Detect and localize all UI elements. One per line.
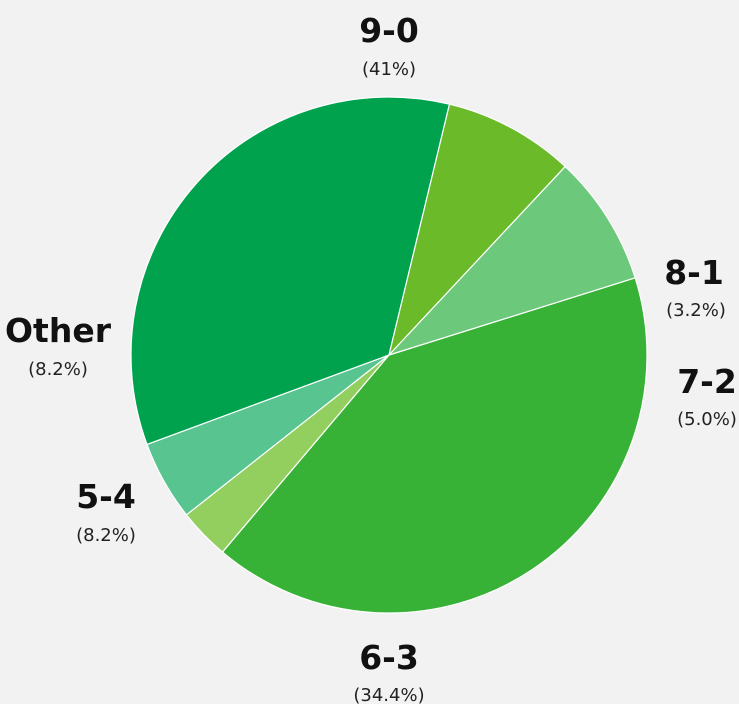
- pie-slice-5-4: [388, 103, 566, 356]
- slice-percent-label: (34.4%): [353, 685, 424, 704]
- pie-slice-9-0: [221, 277, 648, 614]
- slice-percent-label: (8.2%): [76, 525, 136, 546]
- slice-percent-label: (41%): [362, 59, 416, 80]
- slice-label: Other: [5, 311, 112, 350]
- pie-slice-other: [388, 165, 636, 356]
- slice-percent-label: (8.2%): [28, 359, 88, 380]
- slice-label: 8-1: [664, 253, 724, 292]
- slice-label: 9-0: [359, 11, 419, 50]
- slice-label: 6-3: [359, 638, 419, 677]
- pie-slice-6-3: [130, 96, 451, 446]
- slice-label: 5-4: [76, 477, 136, 516]
- slice-percent-label: (5.0%): [677, 409, 737, 430]
- slice-percent-label: (3.2%): [666, 300, 726, 321]
- pie-slices: [130, 96, 648, 614]
- slice-label: 7-2: [677, 362, 737, 401]
- pie-labels: 9-0 (41%) 8-1 (3.2%) 7-2 (5.0%) 6-3 (34.4%) 5-4 (…: [5, 11, 737, 704]
